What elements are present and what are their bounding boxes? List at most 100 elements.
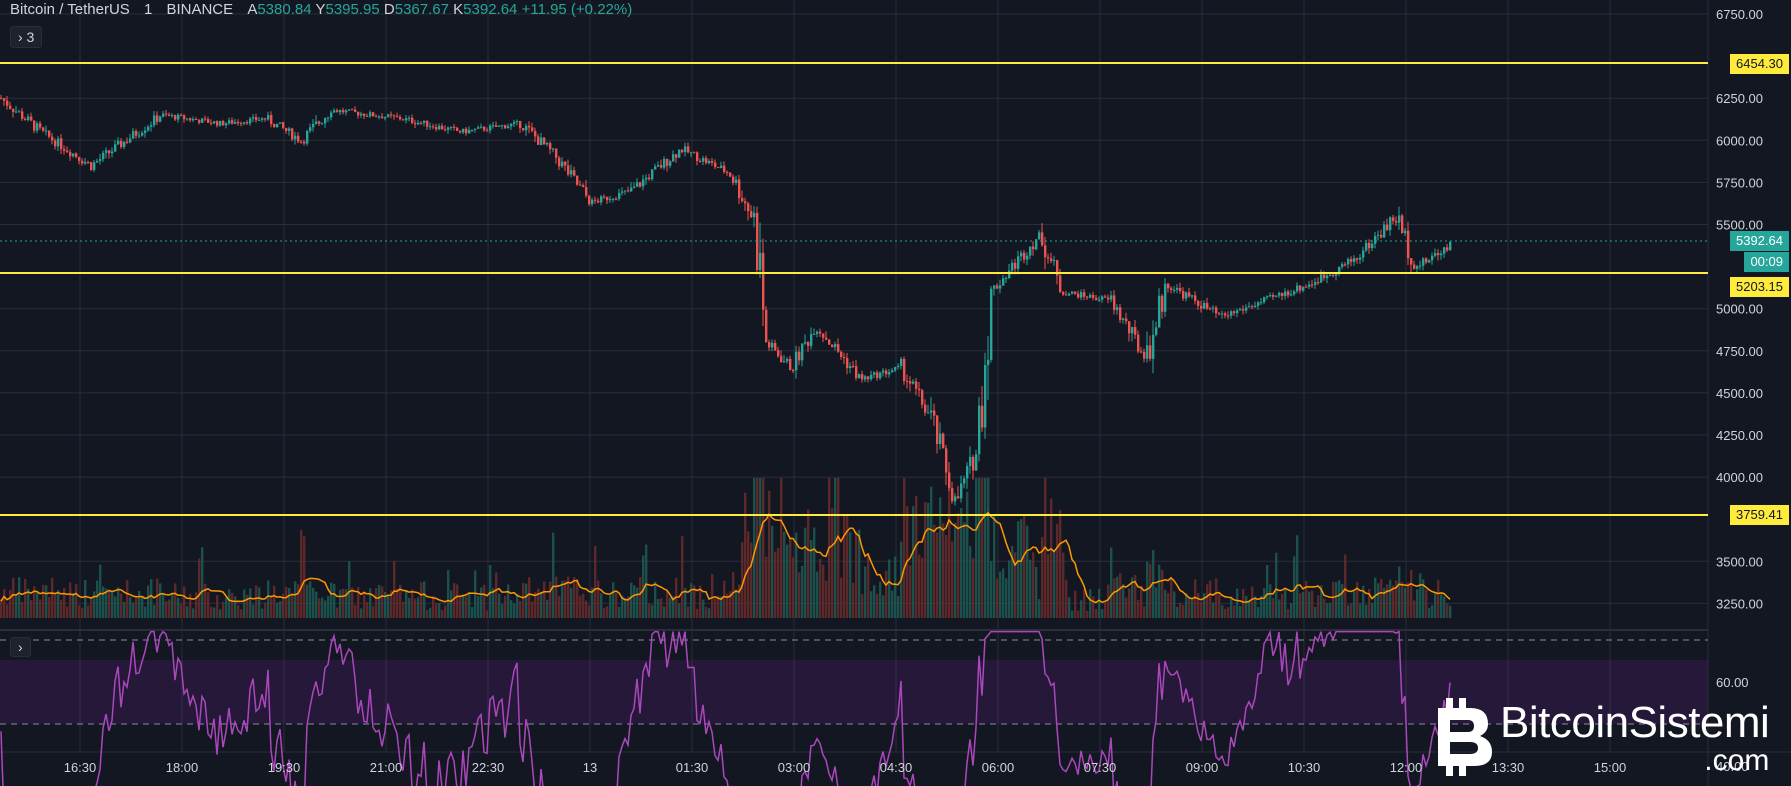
candle-body [777, 350, 780, 357]
candle-body [1218, 313, 1221, 315]
candle-body [1209, 308, 1212, 310]
volume-bar [687, 606, 690, 618]
volume-bar [78, 605, 81, 618]
candle-body [969, 456, 972, 467]
price-axis[interactable]: 6750.00 6250.00 6000.00 5750.00 5500.00 5000.… [1716, 7, 1763, 774]
candle-body [60, 138, 63, 150]
volume-bar [939, 497, 942, 618]
candle-body [327, 117, 330, 119]
candle-body [1422, 258, 1425, 266]
candle-body [642, 179, 645, 187]
volume-bar [6, 604, 9, 618]
volume-bar [1128, 588, 1131, 618]
candle-body [576, 175, 579, 185]
candle-body [1101, 296, 1104, 300]
volume-bar [1173, 591, 1176, 618]
candle-body [879, 372, 882, 379]
volume-bar [486, 610, 489, 618]
volume-bar [1419, 573, 1422, 618]
volume-bar [405, 589, 408, 618]
volume-bar [726, 593, 729, 618]
volume-bar [1302, 592, 1305, 618]
candle-body [369, 112, 372, 117]
volume-bar [1122, 584, 1125, 618]
candle-body [1188, 292, 1191, 297]
volume-bar [960, 508, 963, 618]
time-tick-label: 10:30 [1288, 760, 1321, 775]
volume-bar [468, 592, 471, 618]
candle-body [1419, 265, 1422, 267]
time-axis[interactable]: 16:30 18:00 19:30 21:00 22:30 13 01:30 03:00 04:… [64, 760, 1627, 775]
candle-body [165, 113, 168, 115]
volume-bar [447, 570, 450, 618]
volume-bar [48, 597, 51, 618]
candle-body [381, 116, 384, 119]
indicators-toggle-button[interactable]: › 3 [10, 26, 43, 48]
volume-bar [27, 588, 30, 618]
candle-body [444, 129, 447, 131]
candle-body [312, 123, 315, 128]
volume-bar [708, 608, 711, 618]
volume-bar [1272, 598, 1275, 618]
candle-body [162, 113, 165, 117]
candle-body [192, 119, 195, 121]
volume-bar [963, 522, 966, 618]
candle-body [171, 115, 174, 117]
candle-body [333, 110, 336, 113]
candle-body [1275, 295, 1278, 297]
candle-body [651, 169, 654, 180]
candle-body [1044, 245, 1047, 258]
volume-bar [408, 598, 411, 618]
candle-body [1278, 292, 1281, 296]
candle-body [360, 113, 363, 116]
volume-bar [879, 581, 882, 618]
countdown-tag: 00:09 [1744, 252, 1789, 272]
candle-body [288, 128, 291, 131]
candle-body [1140, 351, 1143, 353]
volume-bar [234, 596, 237, 618]
volume-bar [333, 583, 336, 618]
candle-body [1041, 232, 1044, 246]
candle-body [12, 108, 15, 112]
volume-bar [1020, 519, 1023, 618]
current-price-tag: 5392.64 [1730, 231, 1789, 251]
candle-body [801, 343, 804, 361]
candle-body [414, 123, 417, 125]
volume-bar [600, 593, 603, 618]
interval[interactable]: 1 [143, 1, 153, 18]
candle-body [42, 127, 45, 131]
volume-bar [1437, 580, 1440, 618]
candle-body [1443, 247, 1446, 254]
volume-bar [927, 502, 930, 618]
candle-body [1416, 266, 1419, 269]
candle-body [717, 167, 720, 169]
volume-bar [1266, 564, 1269, 618]
candle-body [486, 130, 489, 132]
volume-bar [681, 536, 684, 618]
volume-bar [813, 527, 816, 618]
volume-bar [36, 591, 39, 618]
volume-bar [876, 593, 879, 618]
time-tick-label: 07:30 [1084, 760, 1117, 775]
candle-body [1251, 306, 1254, 308]
candle-body [849, 366, 852, 368]
volume-bar [231, 592, 234, 618]
volume-bar [144, 606, 147, 618]
volume-bar [783, 531, 786, 618]
candle-body [1206, 303, 1209, 309]
volume-bar [261, 608, 264, 618]
candle-body [75, 153, 78, 157]
candle-body [597, 200, 600, 203]
volume-bar [909, 565, 912, 618]
candle-body [474, 128, 477, 130]
volume-bar [867, 554, 870, 618]
candle-body [306, 130, 309, 144]
candle-body [1134, 327, 1137, 335]
rsi-toggle-button[interactable]: › [10, 637, 31, 657]
volume-bar [825, 580, 828, 618]
volume-bar [1152, 550, 1155, 618]
volume-bar [735, 589, 738, 618]
symbol-name[interactable]: Bitcoin / TetherUS [10, 1, 130, 18]
volume-bar [810, 539, 813, 618]
